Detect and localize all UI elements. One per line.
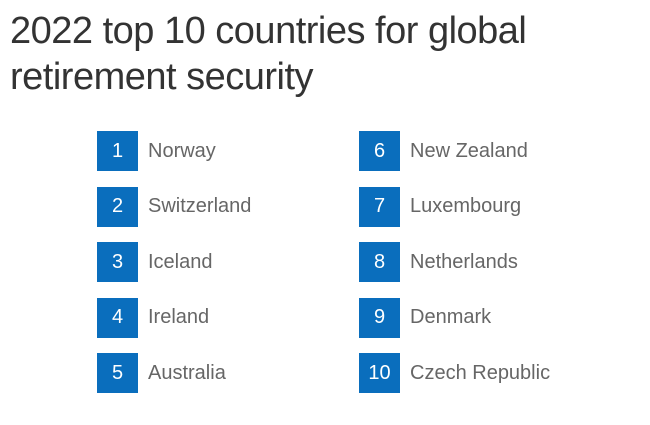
- country-name: New Zealand: [410, 139, 528, 162]
- country-name: Ireland: [148, 306, 210, 328]
- rank-badge: 6: [359, 131, 400, 171]
- rank-badge: 5: [97, 353, 138, 393]
- country-name: Netherlands: [410, 250, 518, 273]
- country-name: Denmark: [410, 306, 492, 328]
- ranking-item: 10 Czech Republic: [359, 353, 550, 393]
- ranking-item: 6 New Zealand: [359, 131, 528, 171]
- rank-badge: 9: [359, 297, 400, 338]
- rank-badge: 2: [97, 186, 138, 227]
- rank-badge: 7: [359, 186, 400, 227]
- country-name: Switzerland: [148, 195, 252, 217]
- country-name: Luxembourg: [410, 195, 522, 217]
- rank-badge: 8: [359, 242, 400, 282]
- ranking-item: 7 Luxembourg: [359, 186, 522, 227]
- ranking-item: 4 Ireland: [97, 297, 210, 338]
- country-name: Australia: [148, 361, 226, 384]
- ranking-item: 3 Iceland: [97, 242, 213, 282]
- country-name: Norway: [148, 139, 216, 162]
- country-name: Iceland: [148, 250, 213, 273]
- rank-badge: 3: [97, 242, 138, 282]
- page-title: 2022 top 10 countries for global retirem…: [10, 10, 527, 98]
- ranking-item: 2 Switzerland: [97, 186, 252, 227]
- ranking-item: 9 Denmark: [359, 297, 492, 338]
- rank-badge: 4: [97, 297, 138, 338]
- rank-badge: 10: [359, 353, 400, 393]
- country-name: Czech Republic: [410, 361, 551, 384]
- ranking-item: 5 Australia: [97, 353, 226, 393]
- ranking-item: 8 Netherlands: [359, 242, 518, 282]
- rank-badge: 1: [97, 131, 138, 171]
- ranking-item: 1 Norway: [97, 131, 216, 171]
